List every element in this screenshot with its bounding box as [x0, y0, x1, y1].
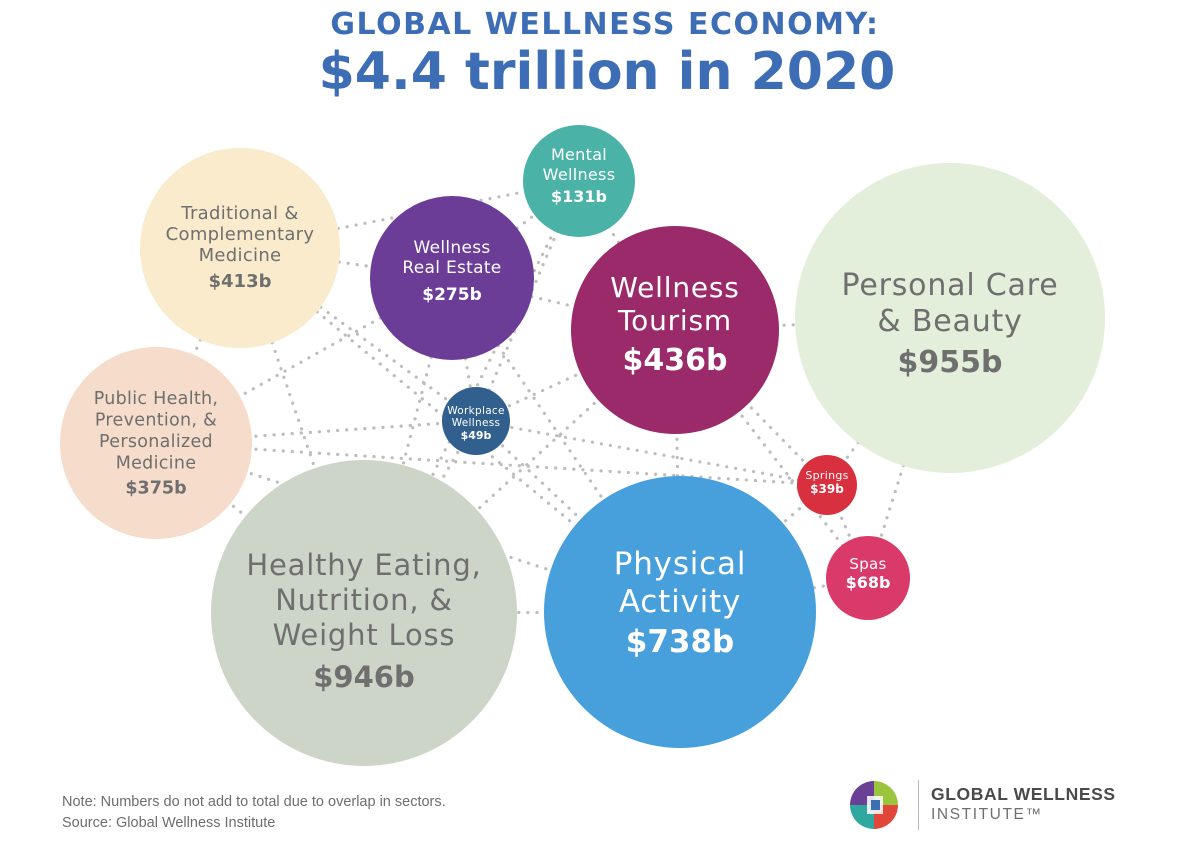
bubble-label-wre-0: Wellness [413, 238, 490, 258]
bubble-label-spr-0: Springs [805, 469, 848, 482]
bubble-value-spr: $39b [810, 482, 844, 496]
bubble-label-wt-1: Tourism [617, 304, 732, 337]
bubble-value-ph: $375b [125, 479, 186, 499]
bubble-value-he: $946b [313, 660, 414, 694]
bubble-label-ph-2: Personalized [99, 432, 213, 452]
bubble-value-wt: $436b [623, 343, 728, 378]
bubble-he: Healthy Eating,Nutrition, &Weight Loss $9… [211, 460, 517, 766]
bubble-value-pcb: $955b [898, 345, 1003, 380]
bubble-pcb: Personal Care& Beauty $955b [795, 163, 1105, 473]
connector-tcm-ww [238, 246, 478, 423]
connector-ph-spr [154, 441, 829, 487]
logo-subname: INSTITUTE™ [931, 806, 1043, 823]
bubble-circle-spr [797, 455, 857, 515]
bubble-label-ph-1: Prevention, & [95, 411, 217, 431]
bubble-circle-pcb [795, 163, 1105, 473]
bubble-label-he-0: Healthy Eating, [246, 548, 481, 582]
bubble-circle-he [211, 460, 517, 766]
bubble-spr: Springs$39b [797, 455, 857, 515]
connector-wt-he [362, 328, 677, 615]
bubble-circle-ph [60, 347, 252, 539]
bubble-label-mw-1: Wellness [543, 165, 616, 184]
bubble-label-pa-1: Activity [619, 584, 741, 620]
bubble-label-ww-1: Wellness [452, 417, 501, 429]
bubble-label-spa-0: Spas [849, 555, 886, 573]
bubble-label-pcb-1: & Beauty [877, 304, 1022, 339]
connector-mw-he [362, 179, 581, 615]
bubble-value-wre: $275b [422, 285, 481, 305]
bubble-label-wt-0: Wellness [610, 271, 739, 304]
bubble-label-ph-0: Public Health, [94, 389, 219, 409]
bubble-value-ww: $49b [461, 429, 492, 442]
bubble-label-mw-0: Mental [551, 145, 607, 164]
bubble-circle-spa [826, 536, 910, 620]
bubble-label-wre-1: Real Estate [402, 258, 501, 278]
bubble-value-spa: $68b [846, 573, 891, 592]
gwi-logo-mark [850, 781, 898, 829]
source-note: Source: Global Wellness Institute [62, 815, 276, 831]
bubble-label-tcm-1: Complementary [166, 224, 315, 245]
connector-ww-pa [474, 419, 682, 614]
bubble-label-he-1: Nutrition, & [275, 583, 453, 617]
bubble-circle-wt [571, 226, 779, 434]
bubble-circle-wre [370, 196, 534, 360]
bubbles-layer: Traditional &ComplementaryMedicine$413bW… [60, 125, 1105, 766]
bubble-circle-mw [523, 125, 635, 237]
logo-divider [918, 780, 919, 830]
chart-subtitle: $4.4 trillion in 2020 [319, 42, 896, 102]
bubble-circle-pa [544, 476, 816, 748]
chart-title: GLOBAL WELLNESS ECONOMY: [330, 7, 879, 42]
footnote: Note: Numbers do not add to total due to… [62, 794, 446, 810]
bubble-ph: Public Health,Prevention, &PersonalizedM… [60, 347, 252, 539]
bubble-label-ph-3: Medicine [116, 454, 197, 474]
bubble-label-tcm-0: Traditional & [180, 203, 298, 224]
bubble-circle-ww [442, 387, 510, 455]
logo-name: GLOBAL WELLNESS [931, 784, 1116, 804]
bubble-circle-tcm [140, 148, 340, 348]
bubble-value-tcm: $413b [209, 271, 272, 292]
bubble-label-pa-0: Physical [614, 546, 747, 582]
connector-mw-ww [474, 179, 581, 423]
bubble-label-he-2: Weight Loss [273, 618, 456, 652]
bubble-label-ww-0: Workplace [447, 405, 505, 417]
connector-wre-he [362, 276, 454, 615]
bubble-label-pcb-0: Personal Care [842, 268, 1059, 303]
connector-pcb-spr [825, 316, 952, 487]
bubble-value-pa: $738b [626, 624, 734, 660]
connector-ww-he [362, 419, 478, 615]
bubble-spa: Spas$68b [826, 536, 910, 620]
bubble-value-mw: $131b [551, 187, 607, 206]
bubble-label-tcm-2: Medicine [199, 245, 282, 266]
